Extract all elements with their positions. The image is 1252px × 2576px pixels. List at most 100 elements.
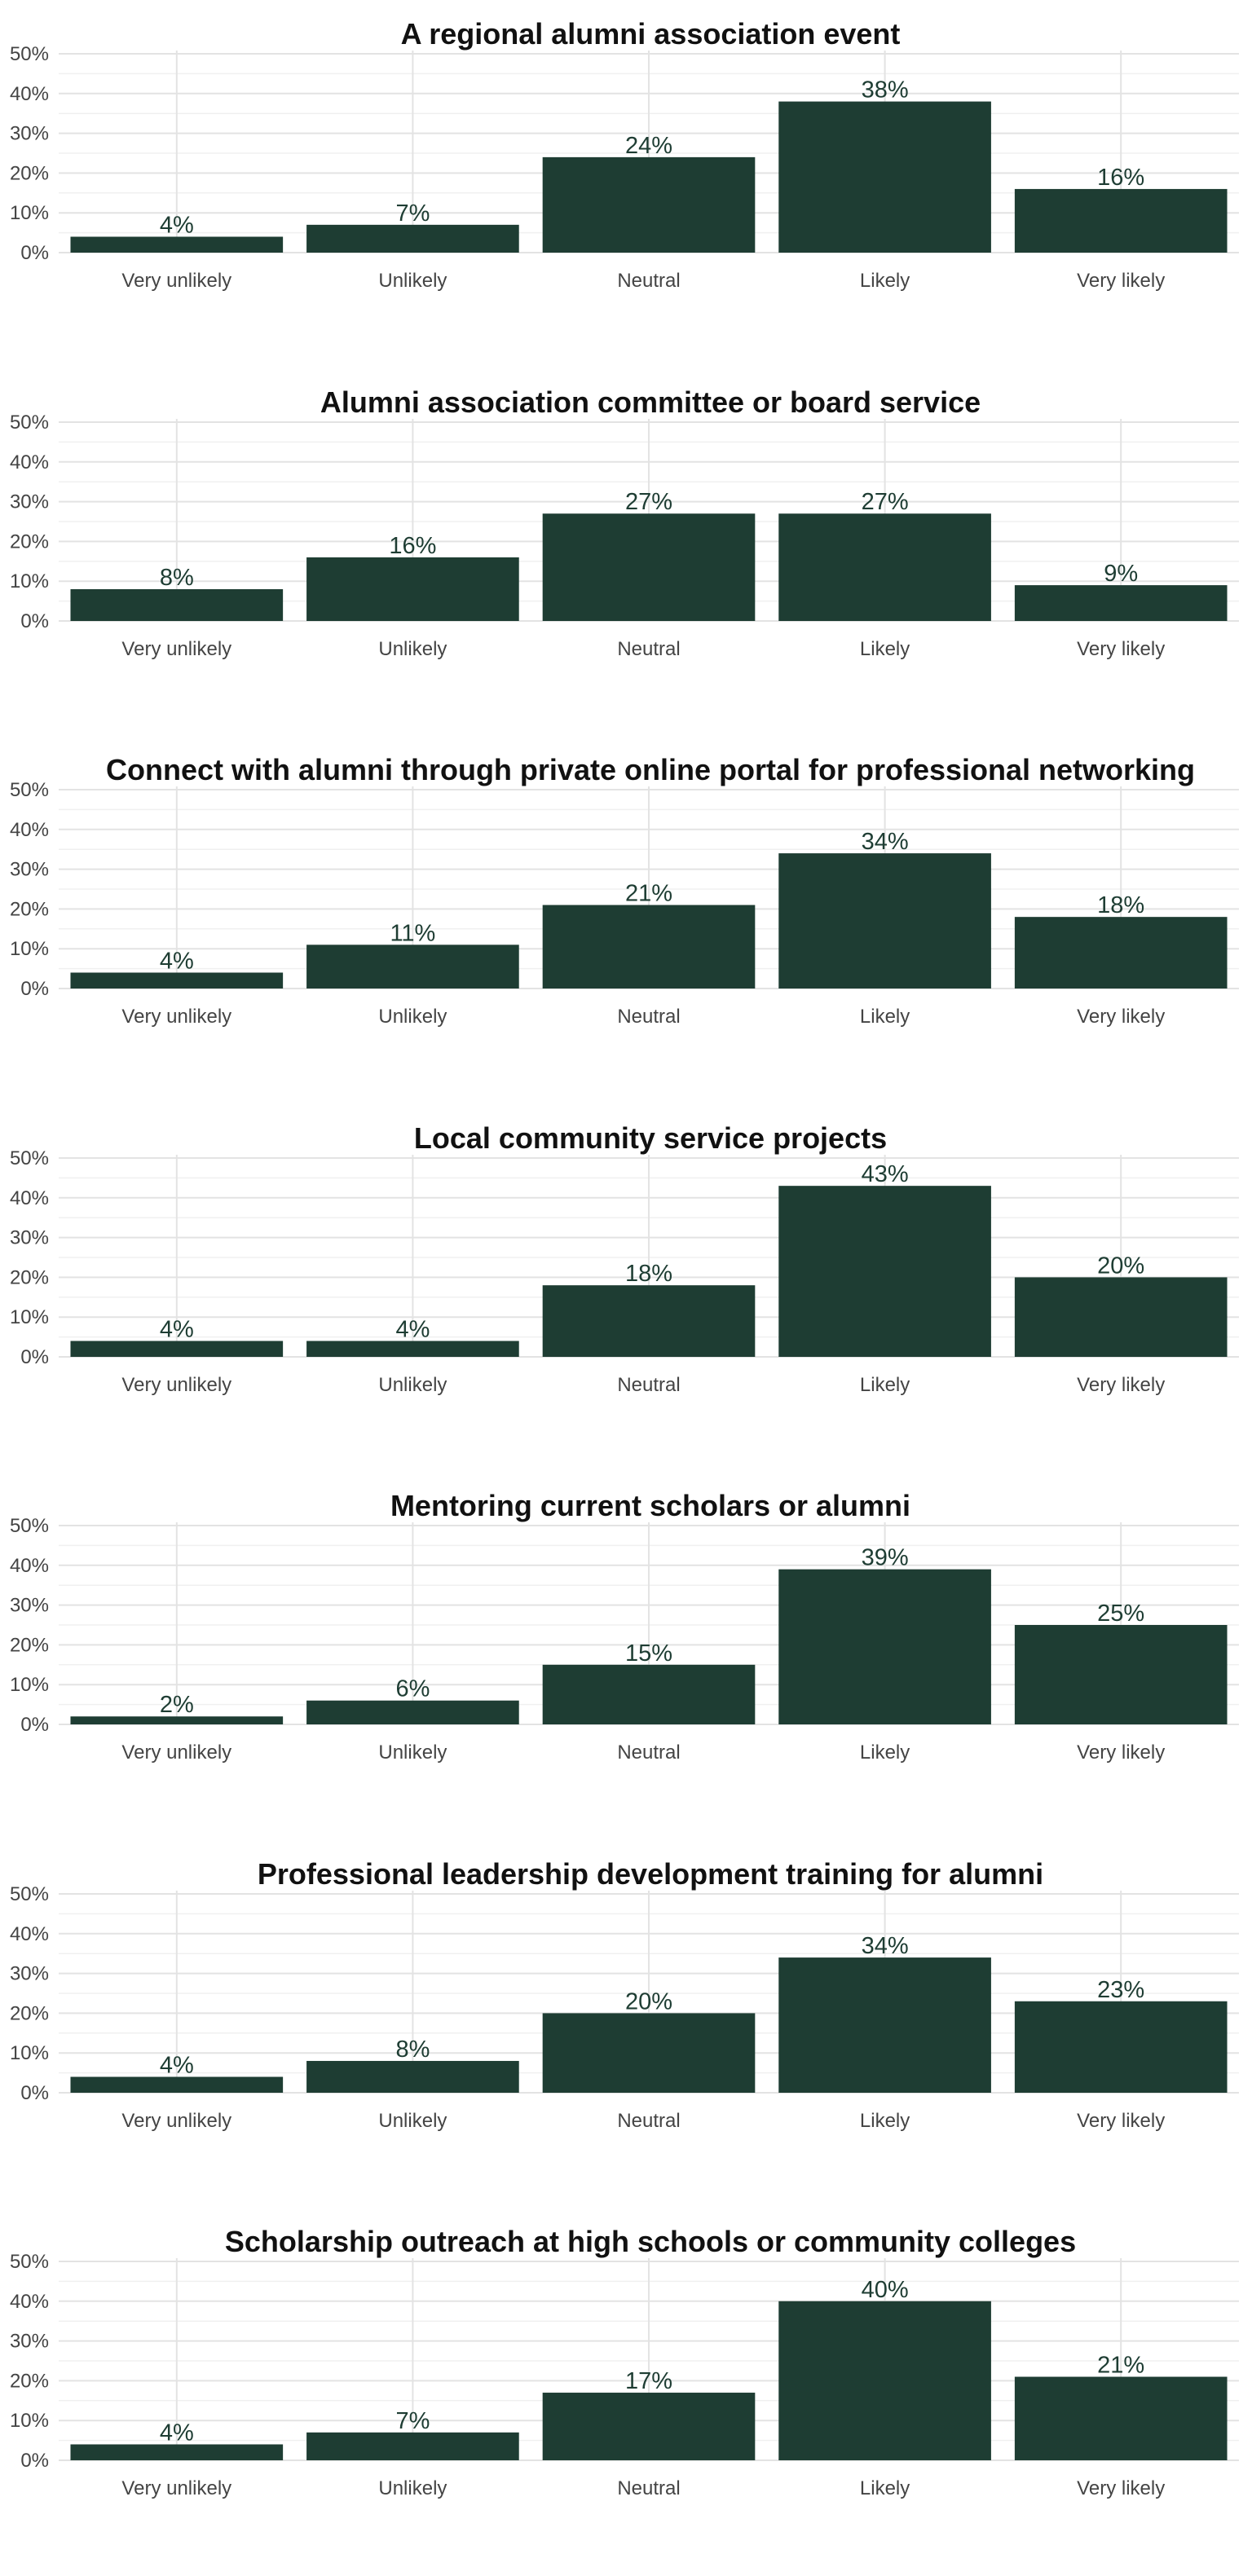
chart-panel: 0% 10% 20% 30% 40% 50% 4% Very unlikely 4% Unlike… [0, 1104, 1252, 1473]
data-label: 4% [160, 2420, 194, 2446]
chart-title: Alumni association committee or board se… [320, 385, 981, 419]
y-tick-label: 40% [10, 819, 49, 841]
x-tick-label: Likely [860, 2110, 910, 2132]
x-tick-label: Likely [860, 1374, 910, 1396]
x-tick-label: Unlikely [378, 1374, 447, 1396]
y-tick-label: 40% [10, 2291, 49, 2313]
bar [306, 224, 519, 253]
y-tick-label: 50% [10, 1883, 49, 1905]
y-tick-label: 50% [10, 412, 49, 434]
y-tick-label: 0% [20, 1714, 49, 1736]
y-tick-label: 30% [10, 859, 49, 881]
bar [70, 2444, 284, 2460]
y-tick-label: 0% [20, 2450, 49, 2472]
data-label: 2% [160, 1692, 194, 1718]
bar [778, 1185, 991, 1357]
x-tick-label: Very unlikely [121, 638, 231, 660]
chart-title: Mentoring current scholars or alumni [390, 1489, 910, 1522]
y-tick-label: 30% [10, 1226, 49, 1248]
x-tick-label: Likely [860, 270, 910, 292]
x-tick-label: Likely [860, 638, 910, 660]
x-tick-label: Neutral [617, 638, 680, 660]
chart-panel: 0% 10% 20% 30% 40% 50% 4% Very unlikely 11% Unlik… [0, 736, 1252, 1104]
chart-title: Local community service projects [414, 1121, 887, 1155]
x-tick-label: Very unlikely [121, 2477, 231, 2499]
data-label: 39% [862, 1545, 909, 1571]
data-label: 4% [160, 212, 194, 238]
y-tick-label: 40% [10, 1922, 49, 1944]
x-tick-label: Likely [860, 1742, 910, 1764]
bar [778, 1957, 991, 2093]
y-tick-label: 30% [10, 491, 49, 513]
data-label: 6% [395, 1676, 430, 1702]
bar [70, 236, 284, 253]
y-tick-label: 20% [10, 898, 49, 920]
y-tick-label: 0% [20, 242, 49, 264]
y-tick-label: 20% [10, 1266, 49, 1288]
bar [542, 2012, 756, 2093]
x-tick-label: Unlikely [378, 1006, 447, 1028]
x-tick-label: Neutral [617, 2477, 680, 2499]
bar [306, 945, 519, 989]
chart-panel: 0% 10% 20% 30% 40% 50% 2% Very unlikely 6% Unlike… [0, 1472, 1252, 1840]
data-label: 4% [395, 1316, 430, 1342]
y-tick-label: 20% [10, 1634, 49, 1656]
data-label: 4% [160, 2052, 194, 2078]
data-label: 11% [390, 920, 435, 946]
data-label: 7% [395, 2408, 430, 2434]
y-tick-label: 0% [20, 978, 49, 1000]
data-label: 23% [1097, 1976, 1144, 2002]
x-tick-label: Very likely [1077, 1742, 1165, 1764]
data-label: 38% [862, 77, 909, 103]
x-tick-label: Neutral [617, 2110, 680, 2132]
x-tick-label: Neutral [617, 1006, 680, 1028]
y-tick-label: 10% [10, 2410, 49, 2432]
bar [542, 1664, 756, 1724]
data-label: 27% [625, 489, 672, 515]
data-label: 8% [160, 564, 194, 590]
data-label: 4% [160, 948, 194, 974]
data-label: 4% [160, 1316, 194, 1342]
data-label: 16% [389, 532, 436, 558]
chart-title: Scholarship outreach at high schools or … [225, 2225, 1076, 2258]
bar [1014, 1625, 1228, 1724]
bar [306, 557, 519, 621]
data-label: 15% [625, 1640, 672, 1667]
data-label: 34% [862, 1933, 909, 1959]
data-label: 20% [625, 1988, 672, 2015]
bar [1014, 2376, 1228, 2460]
data-label: 9% [1104, 561, 1138, 587]
y-tick-label: 40% [10, 1555, 49, 1577]
bar-chart: 0% 10% 20% 30% 40% 50% 4% Very unlikely 11% Unlik… [10, 753, 1239, 1028]
data-label: 24% [625, 133, 672, 159]
bar [70, 972, 284, 989]
data-label: 8% [395, 2036, 430, 2062]
data-label: 21% [1097, 2353, 1144, 2379]
bar [778, 853, 991, 989]
x-tick-label: Very unlikely [121, 1374, 231, 1396]
data-label: 25% [1097, 1601, 1144, 1627]
y-tick-label: 20% [10, 162, 49, 184]
y-tick-label: 0% [20, 610, 49, 632]
bar [306, 1340, 519, 1357]
x-tick-label: Likely [860, 1006, 910, 1028]
chart-panel: 0% 10% 20% 30% 40% 50% 4% Very unlikely 8% Unlike… [0, 1840, 1252, 2208]
bar [542, 156, 756, 253]
bar-chart: 0% 10% 20% 30% 40% 50% 4% Very unlikely 7% Unlike… [10, 2225, 1239, 2499]
x-tick-label: Very likely [1077, 270, 1165, 292]
x-tick-label: Unlikely [378, 2477, 447, 2499]
bar-chart: 0% 10% 20% 30% 40% 50% 2% Very unlikely 6% Unlike… [10, 1489, 1239, 1764]
bar [1014, 2001, 1228, 2093]
x-tick-label: Very likely [1077, 2477, 1165, 2499]
bar [306, 2432, 519, 2460]
y-tick-label: 10% [10, 1306, 49, 1328]
bar [306, 2060, 519, 2093]
y-tick-label: 0% [20, 1346, 49, 1368]
x-tick-label: Likely [860, 2477, 910, 2499]
y-tick-label: 30% [10, 1595, 49, 1617]
y-tick-label: 50% [10, 2251, 49, 2273]
bar [1014, 584, 1228, 621]
x-tick-label: Neutral [617, 1374, 680, 1396]
data-label: 18% [625, 1261, 672, 1287]
data-label: 20% [1097, 1253, 1144, 1279]
